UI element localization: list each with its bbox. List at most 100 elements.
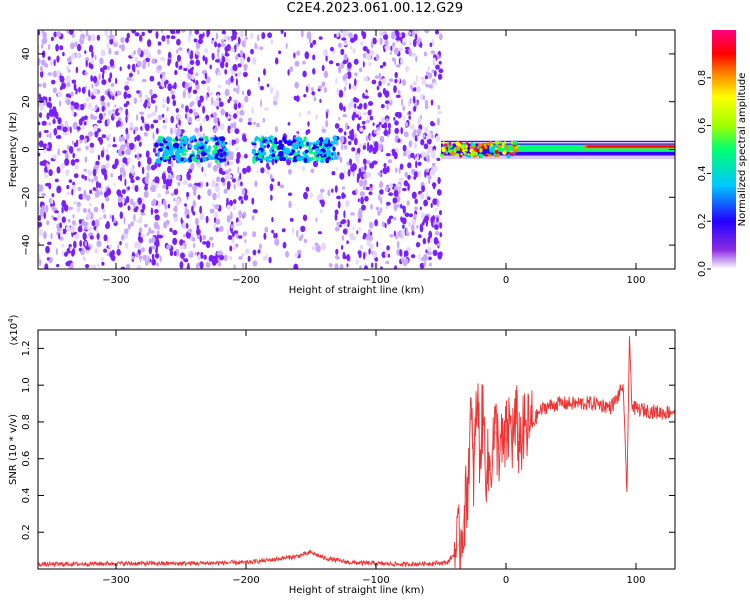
noise-speckle [269, 174, 273, 180]
band-speckle [296, 137, 300, 144]
noise-speckle [438, 60, 442, 65]
noise-speckle [139, 255, 142, 262]
noise-speckle [380, 266, 383, 269]
noise-speckle [61, 250, 64, 257]
noise-speckle [110, 83, 115, 87]
noise-speckle [38, 191, 41, 195]
noise-speckle [49, 132, 52, 139]
band-speckle [204, 149, 210, 152]
noise-speckle [413, 106, 417, 112]
noise-speckle [125, 37, 129, 43]
noise-speckle [334, 226, 340, 232]
noise-speckle [408, 48, 412, 54]
noise-speckle [378, 31, 383, 37]
noise-speckle [355, 154, 360, 159]
noise-speckle [354, 103, 357, 109]
noise-speckle [263, 232, 267, 240]
signal-speckle [454, 153, 460, 156]
noise-speckle [178, 119, 181, 126]
noise-speckle [213, 164, 218, 172]
noise-speckle [92, 115, 98, 120]
noise-speckle [188, 251, 191, 255]
noise-speckle [406, 246, 411, 252]
band-speckle [320, 137, 323, 140]
band-speckle [188, 144, 193, 149]
noise-speckle [369, 183, 373, 188]
noise-speckle [94, 54, 97, 61]
noise-speckle [256, 169, 259, 174]
noise-speckle [351, 163, 357, 171]
band-speckle [316, 159, 319, 163]
noise-speckle [420, 139, 425, 146]
noise-speckle [303, 238, 308, 243]
noise-speckle [278, 50, 282, 55]
band-speckle [324, 137, 330, 140]
noise-speckle [157, 114, 163, 121]
noise-speckle [283, 31, 287, 38]
noise-speckle [390, 45, 393, 51]
noise-speckle [424, 215, 429, 222]
noise-speckle [130, 221, 134, 227]
noise-speckle [336, 195, 342, 200]
noise-speckle [253, 121, 256, 126]
noise-speckle [56, 135, 60, 139]
noise-speckle [208, 254, 214, 262]
noise-speckle [237, 102, 241, 109]
noise-speckle [188, 50, 191, 56]
noise-speckle [207, 163, 212, 167]
noise-speckle [312, 54, 316, 61]
noise-speckle [379, 181, 384, 189]
noise-speckle [223, 33, 228, 41]
noise-speckle [410, 152, 415, 158]
noise-speckle [148, 246, 152, 255]
noise-speckle [226, 155, 229, 163]
band-speckle [279, 155, 284, 162]
noise-speckle [127, 157, 132, 163]
noise-speckle [402, 144, 407, 152]
noise-speckle [131, 30, 136, 34]
noise-speckle [183, 234, 186, 238]
noise-speckle [273, 94, 279, 102]
noise-speckle [430, 203, 433, 208]
noise-speckle [155, 127, 159, 135]
noise-speckle [172, 99, 177, 107]
noise-speckle [226, 186, 231, 190]
noise-speckle [335, 77, 338, 85]
x-tick-label: −100 [362, 575, 389, 586]
band-speckle [189, 136, 193, 142]
noise-speckle [383, 163, 387, 168]
noise-speckle [69, 146, 74, 154]
noise-speckle [405, 228, 409, 236]
noise-speckle [161, 104, 166, 108]
noise-speckle [65, 93, 71, 98]
noise-speckle [399, 163, 404, 170]
noise-speckle [139, 34, 143, 42]
noise-speckle [395, 64, 401, 68]
noise-speckle [381, 221, 386, 228]
colorbar [712, 30, 736, 269]
noise-speckle [368, 191, 373, 196]
noise-speckle [109, 38, 114, 45]
noise-speckle [71, 34, 75, 38]
noise-speckle [376, 241, 379, 248]
noise-speckle [38, 112, 43, 118]
noise-speckle [216, 162, 222, 169]
noise-speckle [190, 50, 193, 55]
noise-speckle [38, 140, 44, 148]
noise-speckle [114, 50, 119, 56]
noise-speckle [397, 138, 401, 143]
noise-speckle [147, 102, 152, 107]
noise-speckle [410, 84, 413, 89]
noise-speckle [279, 184, 285, 189]
noise-speckle [177, 114, 182, 118]
noise-speckle [226, 204, 231, 210]
noise-speckle [84, 241, 87, 247]
band-speckle [318, 141, 323, 146]
noise-speckle [319, 98, 322, 103]
noise-speckle [406, 200, 410, 206]
noise-speckle [256, 34, 260, 42]
noise-speckle [152, 93, 158, 99]
signal-speckle [485, 145, 488, 150]
noise-speckle [303, 191, 308, 200]
noise-speckle [246, 56, 251, 63]
